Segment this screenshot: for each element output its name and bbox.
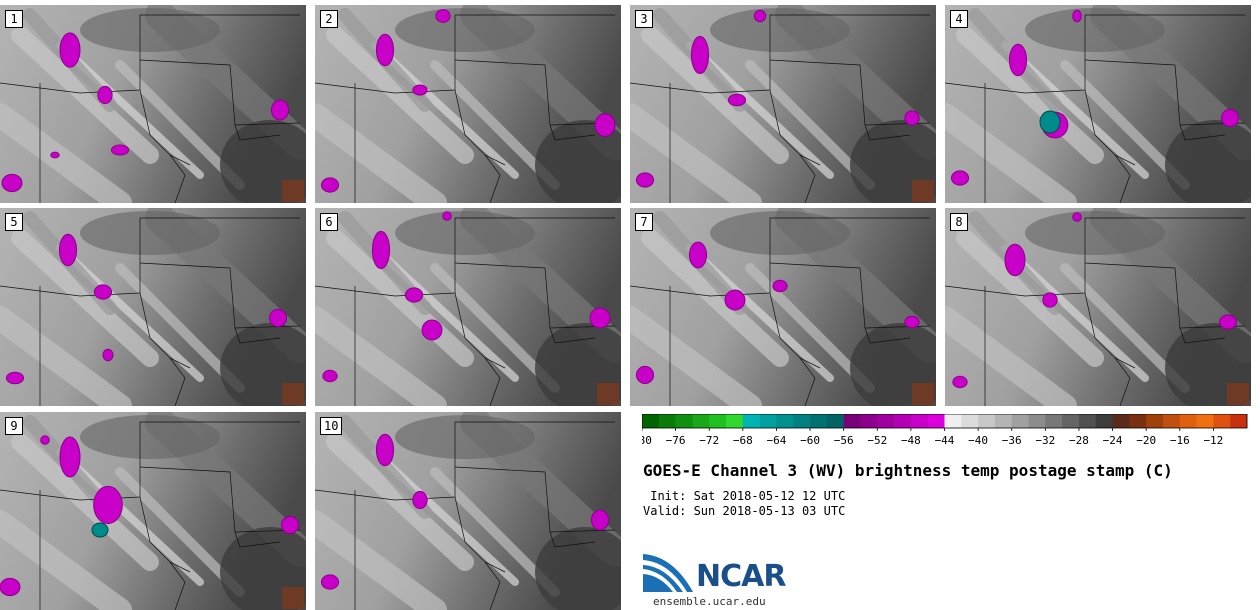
colorbar-bin (709, 414, 727, 428)
colorbar-bin (742, 414, 760, 428)
wv-map (315, 5, 621, 203)
colorbar-tick-label: −76 (666, 434, 686, 447)
site-url: ensemble.ucar.edu (653, 595, 766, 608)
colorbar-bin (1045, 414, 1063, 428)
colorbar-bin (1112, 414, 1130, 428)
colorbar-bin (675, 414, 693, 428)
colorbar-tick-label: −48 (901, 434, 921, 447)
colorbar-bin (1162, 414, 1181, 428)
panel-number: 5 (5, 213, 23, 231)
colorbar-bin (961, 414, 979, 428)
colorbar-tick-label: −24 (1103, 434, 1123, 447)
colorbar-bin (994, 414, 1013, 428)
panel-number: 4 (950, 10, 968, 28)
postage-stamp-panel: 6 (315, 208, 621, 406)
ncar-logo: NCAR (643, 552, 793, 608)
panel-number: 10 (320, 417, 343, 435)
postage-stamp-panel: 4 (945, 5, 1251, 203)
colorbar-bin (793, 414, 811, 428)
colorbar-tick-label: −60 (800, 434, 820, 447)
colorbar-tick-label: −56 (834, 434, 854, 447)
colorbar-bin (944, 414, 962, 428)
wv-map (630, 208, 936, 406)
valid-time: Valid: Sun 2018-05-13 03 UTC (643, 504, 846, 518)
postage-stamp-panel: 1 (0, 5, 306, 203)
colorbar-bin (1196, 414, 1214, 428)
colorbar-tick-label: −16 (1170, 434, 1190, 447)
colorbar-bin (877, 414, 895, 428)
colorbar-tick-label: −72 (699, 434, 719, 447)
colorbar-bin (1230, 414, 1248, 428)
colorbar-bin (978, 414, 996, 428)
colorbar-tick-label: −64 (767, 434, 787, 447)
colorbar-tick-label: −40 (968, 434, 988, 447)
logo-text: NCAR (696, 559, 786, 594)
postage-stamp-panel: 8 (945, 208, 1251, 406)
colorbar-bin (1213, 414, 1231, 428)
colorbar-tick-label: −44 (935, 434, 955, 447)
ncar-swoosh-icon (643, 554, 693, 592)
colorbar-bin (1095, 414, 1113, 428)
panel-number: 6 (320, 213, 338, 231)
wv-map (0, 208, 306, 406)
colorbar-bin (1028, 414, 1046, 428)
panel-number: 2 (320, 10, 338, 28)
colorbar-bin (726, 414, 744, 428)
colorbar-bin (927, 414, 945, 428)
colorbar-bin (894, 414, 912, 428)
colorbar-tick-label: −28 (1069, 434, 1089, 447)
colorbar-tick-label: −52 (867, 434, 887, 447)
panel-number: 7 (635, 213, 653, 231)
colorbar-bin (1129, 414, 1147, 428)
postage-stamp-panel: 7 (630, 208, 936, 406)
colorbar-bin (776, 414, 794, 428)
wv-map (315, 412, 621, 610)
colorbar-bin (1011, 414, 1029, 428)
wv-map (945, 5, 1251, 203)
colorbar-bin (1146, 414, 1164, 428)
colorbar: −80 −76 −72 −68 −64 −60 −56 −52 −48 −44 −40 −36 −32 −… (642, 414, 1248, 447)
colorbar-bin (692, 414, 710, 428)
wv-map (0, 412, 306, 610)
colorbar-tick-label: −68 (733, 434, 753, 447)
colorbar-tick-label: −20 (1136, 434, 1156, 447)
colorbar-bin (910, 414, 928, 428)
panel-number: 3 (635, 10, 653, 28)
colorbar-bin (759, 414, 777, 428)
colorbar-bin (642, 414, 660, 428)
colorbar-bin (826, 414, 844, 428)
wv-map (945, 208, 1251, 406)
panel-number: 9 (5, 417, 23, 435)
panel-number: 1 (5, 10, 23, 28)
wv-map (0, 5, 306, 203)
postage-stamp-panel: 2 (315, 5, 621, 203)
postage-stamp-panel: 5 (0, 208, 306, 406)
figure-title: GOES-E Channel 3 (WV) brightness temp po… (643, 461, 1173, 480)
colorbar-bin (810, 414, 828, 428)
colorbar-tick-label: −36 (1002, 434, 1022, 447)
postage-stamp-panel: 10 (315, 412, 621, 610)
colorbar-tick-label: −32 (1035, 434, 1055, 447)
colorbar-bin (843, 414, 861, 428)
wv-map (630, 5, 936, 203)
colorbar-bin (1179, 414, 1197, 428)
colorbar-bin (1062, 414, 1080, 428)
postage-stamp-panel: 3 (630, 5, 936, 203)
colorbar-tick-label: −12 (1203, 434, 1223, 447)
colorbar-bin (1078, 414, 1097, 428)
colorbar-tick-label: −80 (642, 434, 652, 447)
panel-number: 8 (950, 213, 968, 231)
colorbar-bin (658, 414, 676, 428)
init-time: Init: Sat 2018-05-12 12 UTC (643, 489, 846, 503)
wv-map (315, 208, 621, 406)
colorbar-bin (860, 414, 878, 428)
postage-stamp-panel: 9 (0, 412, 306, 610)
